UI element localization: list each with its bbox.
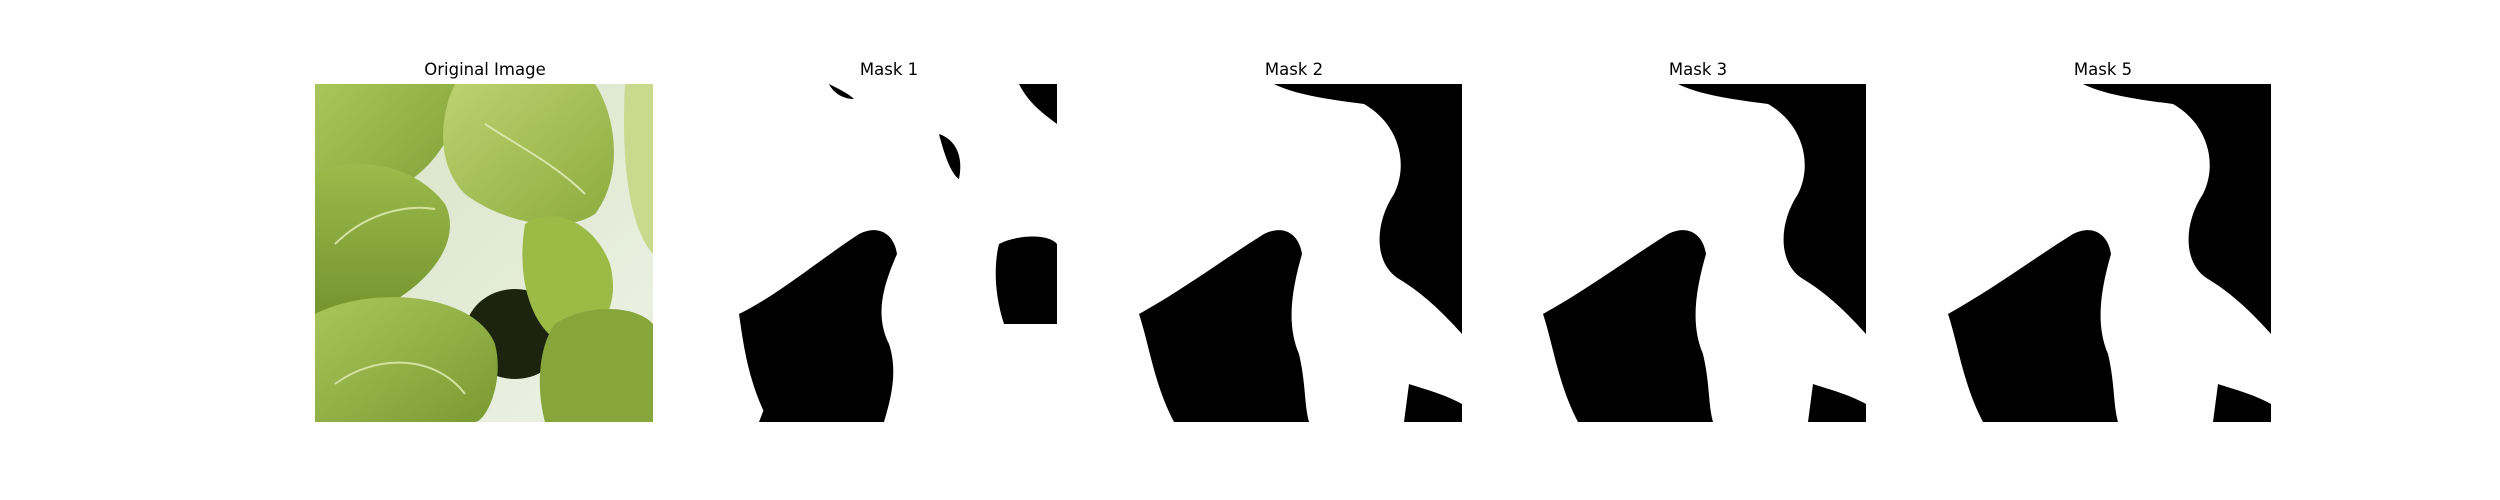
- panel-title: Mask 2: [1264, 60, 1324, 79]
- leaf: [624, 84, 653, 254]
- panel-title: Mask 5: [2073, 60, 2133, 79]
- leaf: [443, 84, 614, 225]
- leaf: [315, 297, 498, 422]
- panel-title: Mask 3: [1668, 60, 1728, 79]
- panel-mask-3: Mask 3: [1528, 0, 1868, 500]
- original-image: [315, 84, 653, 422]
- panel-original: Original Image: [315, 0, 655, 500]
- mask-5-image: [1933, 84, 2271, 422]
- mask-1-image: [719, 84, 1057, 422]
- panel-title: Mask 1: [859, 60, 919, 79]
- leaf: [539, 309, 653, 422]
- mask-2-image: [1124, 84, 1462, 422]
- leaf: [315, 164, 450, 334]
- panel-mask-5: Mask 5: [1933, 0, 2273, 500]
- mask-3-image: [1528, 84, 1866, 422]
- panel-mask-1: Mask 1: [719, 0, 1059, 500]
- panel-mask-2: Mask 2: [1124, 0, 1464, 500]
- panel-title: Original Image: [424, 60, 546, 79]
